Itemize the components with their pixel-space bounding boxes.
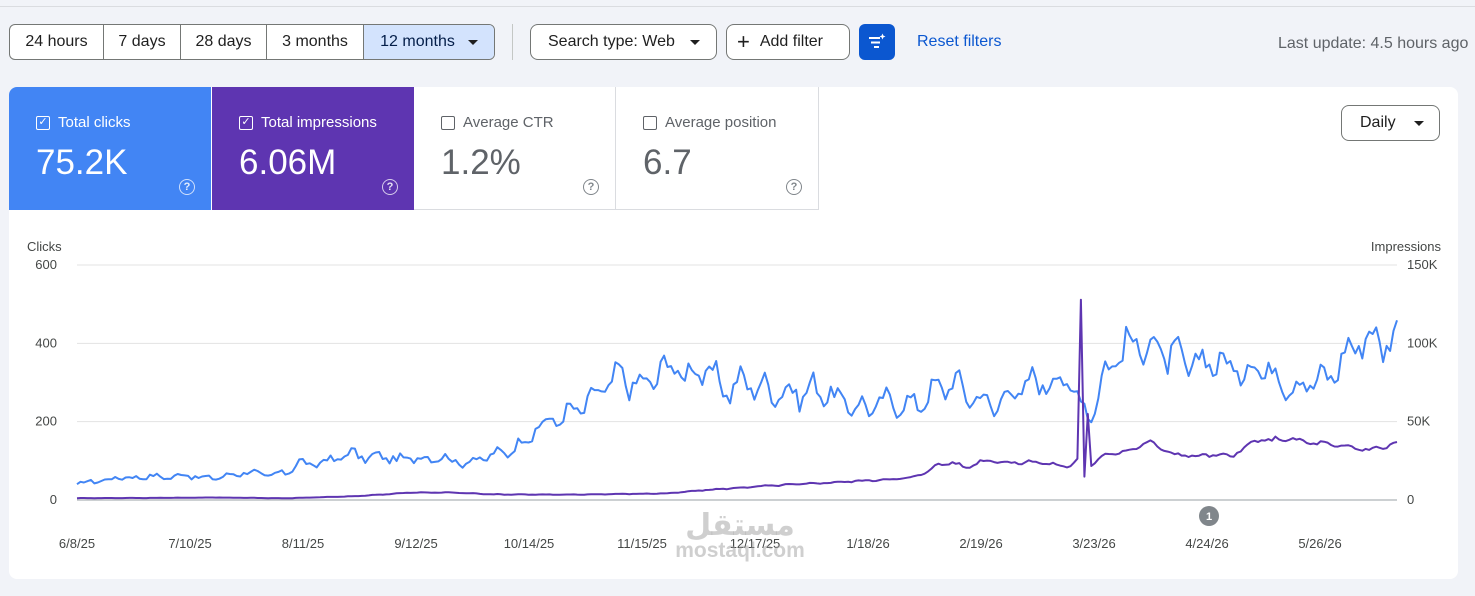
- x-tick-label: 12/17/25: [730, 536, 781, 551]
- metric-label-row: Average CTR: [441, 114, 554, 131]
- dropdown-arrow-icon: [467, 39, 478, 45]
- y-left-tick-label: 600: [35, 257, 57, 272]
- help-icon[interactable]: ?: [382, 179, 398, 195]
- checkbox-checked-icon[interactable]: ✓: [239, 115, 253, 130]
- x-tick-label: 5/26/26: [1298, 536, 1341, 551]
- metric-label-row: ✓ Total impressions: [239, 114, 377, 131]
- y-left-tick-label: 400: [35, 335, 57, 350]
- add-filter-label: Add filter: [759, 33, 823, 50]
- y-right-tick-label: 0: [1407, 492, 1414, 507]
- x-tick-label: 1/18/26: [846, 536, 889, 551]
- series-line-impressions: [76, 298, 1398, 500]
- top-divider: [0, 6, 1475, 7]
- performance-chart: 0 0 200 50K 400 100K 600 150K Clicks Impressions 6…: [27, 239, 1442, 551]
- help-icon[interactable]: ?: [583, 179, 599, 195]
- range-7-days[interactable]: 7 days: [104, 25, 181, 59]
- annotation-marker: [1199, 506, 1219, 526]
- y-right-tick-label: 50K: [1407, 414, 1430, 429]
- x-tick-label: 11/15/25: [617, 536, 667, 551]
- plus-icon: +: [737, 29, 750, 54]
- toolbar-divider: [512, 24, 513, 60]
- range-28-days[interactable]: 28 days: [181, 25, 267, 59]
- help-icon[interactable]: ?: [786, 179, 802, 195]
- x-tick-label: 3/23/26: [1072, 536, 1115, 551]
- x-tick-label: 10/14/25: [504, 536, 555, 551]
- metric-label-row: Average position: [643, 114, 776, 131]
- y-left-tick-label: 0: [50, 492, 57, 507]
- dropdown-arrow-icon: [1413, 120, 1424, 126]
- filter-sparkle-icon: [869, 33, 886, 48]
- reset-filters-link[interactable]: Reset filters: [917, 33, 1002, 50]
- performance-card: ✓ Total clicks 75.2K ? ✓ Total impressio…: [9, 87, 1458, 579]
- y-left-axis-title: Clicks: [27, 239, 62, 254]
- chart-series: [76, 298, 1398, 500]
- metric-average-position[interactable]: Average position 6.7 ?: [616, 87, 819, 210]
- y-left-tick-label: 200: [35, 414, 57, 429]
- x-tick-label: 8/11/25: [282, 536, 324, 551]
- range-12-months[interactable]: 12 months: [364, 25, 494, 59]
- filter-toolbar: 24 hours 7 days 28 days 3 months 12 mont…: [9, 24, 1475, 60]
- range-12-months-label: 12 months: [380, 33, 455, 50]
- metric-value: 1.2%: [441, 143, 521, 182]
- last-update-text: Last update: 4.5 hours ago: [1278, 35, 1469, 52]
- metric-total-impressions[interactable]: ✓ Total impressions 6.06M ?: [212, 87, 414, 210]
- y-right-axis-title: Impressions: [1371, 239, 1442, 254]
- checkbox-unchecked-icon[interactable]: [441, 115, 455, 130]
- metric-value: 75.2K: [36, 143, 128, 182]
- search-type-label: Search type: Web: [548, 33, 675, 50]
- x-tick-label: 2/19/26: [959, 536, 1002, 551]
- date-range-selector: 24 hours 7 days 28 days 3 months 12 mont…: [9, 24, 495, 60]
- metric-value: 6.06M: [239, 143, 337, 182]
- search-type-button[interactable]: Search type: Web: [530, 24, 717, 60]
- chart-grid: [77, 264, 1397, 501]
- x-tick-label: 9/12/25: [394, 536, 437, 551]
- metric-average-ctr[interactable]: Average CTR 1.2% ?: [414, 87, 616, 210]
- metric-label: Average position: [665, 114, 777, 131]
- x-tick-label: 4/24/26: [1185, 536, 1228, 551]
- y-right-tick-label: 100K: [1407, 335, 1438, 350]
- x-tick-label: 7/10/25: [168, 536, 211, 551]
- dropdown-arrow-icon: [689, 39, 700, 45]
- range-3-months[interactable]: 3 months: [267, 25, 364, 59]
- metric-label-row: ✓ Total clicks: [36, 114, 131, 131]
- metric-value: 6.7: [643, 143, 692, 182]
- metric-label: Average CTR: [463, 114, 554, 131]
- y-right-tick-label: 150K: [1407, 257, 1438, 272]
- checkbox-unchecked-icon[interactable]: [643, 115, 657, 130]
- chart-markers: 1: [1199, 506, 1219, 526]
- add-filter-button[interactable]: + Add filter: [726, 24, 850, 60]
- chart-axes: 0 0 200 50K 400 100K 600 150K Clicks Impressions 6…: [27, 239, 1442, 551]
- checkbox-checked-icon[interactable]: ✓: [36, 115, 50, 130]
- help-icon[interactable]: ?: [179, 179, 195, 195]
- series-line-clicks: [76, 319, 1398, 486]
- metric-label: Total clicks: [58, 114, 131, 131]
- granularity-dropdown[interactable]: Daily: [1341, 105, 1440, 141]
- range-24-hours[interactable]: 24 hours: [10, 25, 104, 59]
- metric-label: Total impressions: [261, 114, 377, 131]
- x-tick-label: 6/8/25: [59, 536, 95, 551]
- metric-total-clicks[interactable]: ✓ Total clicks 75.2K ?: [9, 87, 211, 210]
- filter-suggestions-button[interactable]: [859, 24, 895, 60]
- granularity-label: Daily: [1360, 114, 1396, 131]
- annotation-marker-label: 1: [1206, 511, 1212, 523]
